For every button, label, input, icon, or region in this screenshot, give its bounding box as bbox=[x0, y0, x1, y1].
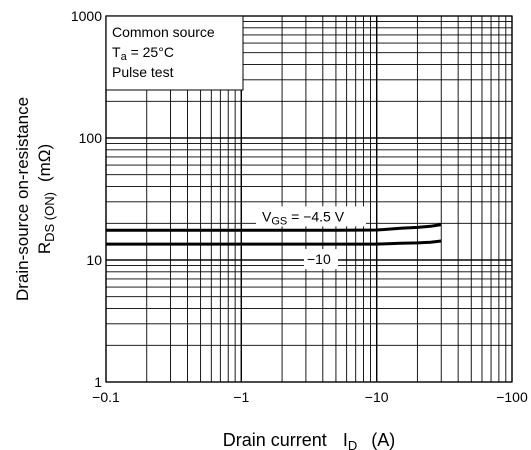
conditions-line-3: Pulse test bbox=[112, 64, 174, 80]
plot-frame bbox=[105, 15, 513, 383]
x-axis-label-main: Drain current bbox=[223, 430, 327, 450]
x-tick-label: −1 bbox=[233, 389, 249, 405]
series-label-bg-2 bbox=[304, 249, 338, 270]
conditions-ta-symbol: T bbox=[112, 44, 121, 60]
conditions-box-frame bbox=[105, 15, 244, 91]
x-axis-label-unit: (A) bbox=[371, 430, 395, 450]
series-line-2 bbox=[106, 239, 442, 246]
series-label-bg-1 bbox=[256, 206, 366, 227]
x-tick-label: −100 bbox=[496, 389, 528, 405]
y-tick-label: 10 bbox=[86, 252, 102, 268]
series-labels: VGS = −4.5 V −10 bbox=[256, 206, 366, 270]
conditions-ta-subscript: a bbox=[121, 51, 128, 63]
x-axis-label-symbol: I bbox=[343, 430, 348, 450]
conditions-line-1: Common source bbox=[112, 24, 215, 40]
series-label-1: VGS = −4.5 V bbox=[262, 208, 345, 227]
x-axis-label: Drain current ID (A) bbox=[223, 430, 395, 450]
y-axis-label-line-2: RDS (ON) (mΩ) bbox=[35, 144, 57, 254]
tick-labels: −0.1 −1 −10 −100 1 10 100 1000 bbox=[71, 8, 528, 405]
series-label-2: −10 bbox=[307, 251, 331, 267]
conditions-box: Common source Ta = 25°C Pulse test bbox=[105, 15, 244, 91]
x-tick-label: −0.1 bbox=[92, 389, 120, 405]
y-axis-label-line-1: Drain-source on-resistance bbox=[13, 97, 32, 301]
x-tick-label: −10 bbox=[365, 389, 389, 405]
conditions-line-2: Ta = 25°C bbox=[112, 44, 174, 63]
y-axis-label-symbol: R bbox=[35, 242, 54, 254]
y-tick-label: 1000 bbox=[71, 8, 102, 24]
y-axis-label-subscript: DS (ON) bbox=[42, 192, 57, 242]
conditions-ta-value: = 25°C bbox=[127, 44, 174, 60]
x-axis-label-subscript: D bbox=[348, 438, 357, 450]
y-axis-label-unit: (mΩ) bbox=[35, 144, 54, 182]
y-tick-label: 100 bbox=[79, 130, 103, 146]
series-line-1 bbox=[106, 223, 442, 232]
series-group bbox=[106, 223, 442, 246]
y-tick-label: 1 bbox=[94, 374, 102, 390]
